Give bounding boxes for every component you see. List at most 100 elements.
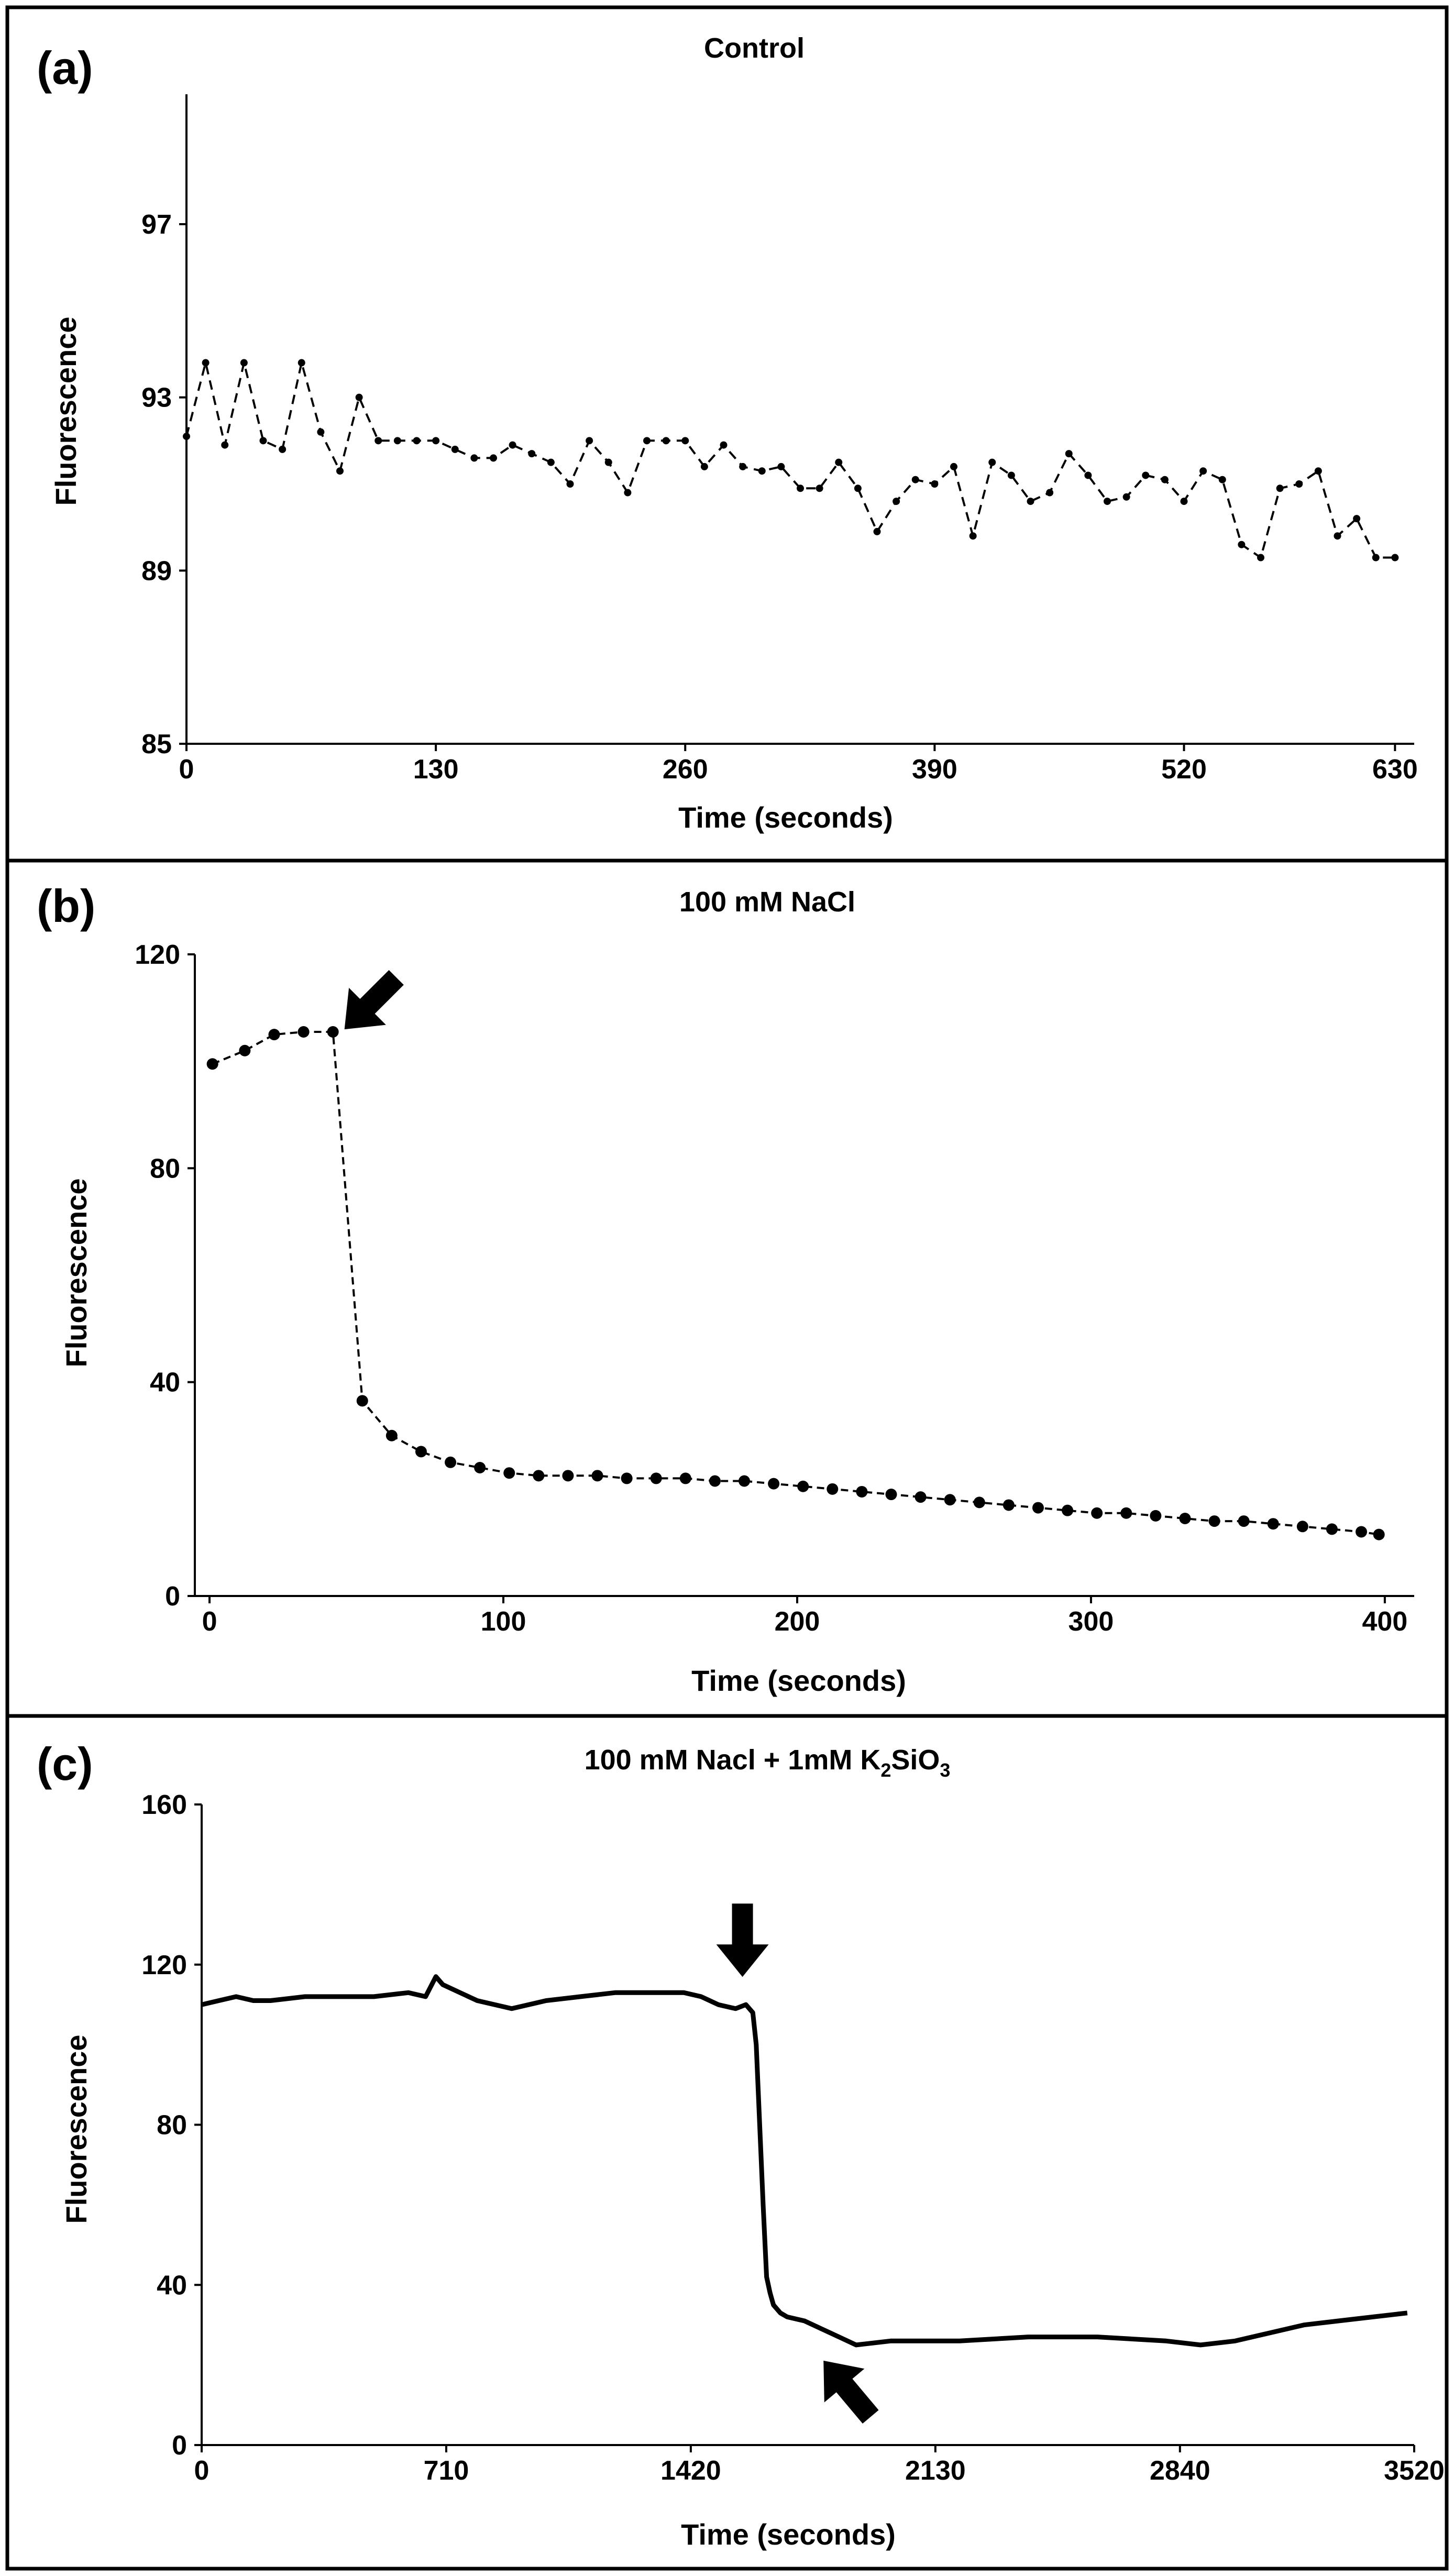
x-tick-label: 200: [775, 1606, 820, 1637]
data-point: [915, 1491, 927, 1503]
arrow-shape: [823, 2360, 879, 2424]
data-point: [547, 458, 555, 466]
panel-a-xlabel: Time (seconds): [678, 801, 893, 834]
data-point: [336, 467, 344, 475]
data-point: [973, 1496, 985, 1509]
data-point: [1120, 1507, 1132, 1519]
panel-c-title-sub2: 3: [940, 1759, 950, 1781]
data-point: [1267, 1518, 1279, 1530]
data-point: [1296, 1521, 1308, 1533]
data-point: [854, 485, 862, 492]
x-tick-label: 0: [194, 2456, 210, 2486]
data-point: [1142, 471, 1150, 479]
data-point: [739, 1475, 751, 1487]
data-point: [827, 1483, 839, 1495]
data-point: [355, 393, 363, 401]
data-point: [1276, 485, 1284, 492]
data-point: [758, 467, 766, 475]
arrow-annotation: [823, 2360, 879, 2424]
panel-a-series: [183, 359, 1399, 562]
data-point: [679, 1472, 691, 1484]
data-point: [777, 463, 785, 470]
arrow-annotation: [716, 1903, 769, 1977]
data-point: [451, 445, 459, 453]
data-point: [1334, 532, 1341, 540]
panel-c-title-main: 100 mM Nacl + 1mM K: [585, 1744, 881, 1776]
data-point: [445, 1456, 457, 1468]
x-tick-label: 2840: [1150, 2456, 1210, 2486]
data-point: [279, 445, 287, 453]
data-point: [239, 1044, 251, 1056]
y-tick-label: 93: [141, 383, 172, 413]
y-tick-label: 40: [150, 1368, 180, 1398]
x-tick-label: 400: [1362, 1606, 1408, 1637]
data-point: [374, 437, 382, 445]
series-line: [212, 1031, 1379, 1536]
data-point: [1372, 554, 1380, 562]
y-tick-label: 80: [150, 1153, 180, 1184]
arrow-annotation: [344, 970, 404, 1030]
y-tick-label: 85: [141, 729, 172, 759]
panel-a-title: Control: [704, 32, 805, 64]
panel-a: (a) Control 0 130 260 390 520 630 85 89 93 97 Tim…: [5, 5, 1449, 863]
panel-b-series: [206, 1026, 1385, 1540]
data-point: [893, 498, 900, 505]
x-tick-label: 260: [663, 754, 708, 785]
data-point: [528, 450, 536, 458]
data-point: [944, 1494, 956, 1506]
arrow-shape: [344, 970, 404, 1030]
data-point: [969, 532, 977, 540]
panel-b-xlabel: Time (seconds): [691, 1664, 906, 1697]
data-point: [1161, 476, 1169, 483]
data-point: [1218, 476, 1226, 483]
data-point: [591, 1470, 603, 1482]
y-tick-label: 97: [141, 210, 172, 240]
data-point: [268, 1029, 280, 1041]
data-point: [681, 437, 689, 445]
panel-c-ticks: 0 710 1420 2130 2840 3520 0 40 80 120 160: [141, 1790, 1445, 2486]
data-point: [298, 1026, 310, 1038]
x-tick-label: 100: [481, 1606, 526, 1637]
data-point: [797, 1480, 809, 1492]
data-point: [624, 489, 632, 497]
series-line: [185, 361, 1395, 559]
panel-b-label: (b): [37, 880, 95, 932]
panel-b-ylabel: Fluorescence: [60, 1178, 93, 1367]
data-point: [1238, 541, 1246, 548]
data-point: [1032, 1502, 1044, 1514]
data-point: [1003, 1499, 1015, 1511]
data-point: [413, 437, 421, 445]
data-point: [298, 359, 305, 367]
panel-c-series: [201, 1974, 1408, 2348]
data-point: [1062, 1504, 1074, 1516]
data-point: [1238, 1515, 1250, 1527]
panel-b-arrows: [344, 970, 404, 1030]
data-point: [415, 1446, 427, 1458]
x-tick-label: 630: [1372, 754, 1418, 785]
data-point: [470, 454, 478, 462]
data-point: [474, 1462, 486, 1473]
y-tick-label: 160: [141, 1790, 187, 1820]
panel-c: (c) 100 mM Nacl + 1mM K2SiO3 0 710 1420 213…: [5, 1714, 1449, 2571]
data-point: [643, 437, 651, 445]
data-point: [183, 433, 190, 441]
panel-c-label: (c): [37, 1738, 93, 1790]
data-point: [533, 1470, 545, 1482]
data-point: [1027, 498, 1034, 505]
data-point: [873, 527, 881, 535]
panel-c-arrows: [716, 1903, 879, 2424]
data-point: [797, 485, 804, 492]
data-point: [385, 1429, 398, 1441]
y-tick-label: 89: [141, 556, 172, 586]
data-point: [816, 485, 823, 492]
x-tick-label: 0: [179, 754, 194, 785]
x-tick-label: 710: [424, 2456, 469, 2486]
data-point: [1295, 480, 1303, 488]
y-tick-label: 120: [141, 1950, 187, 1980]
panel-b: (b) 100 mM NaCl 0 100 200 300 400 0 40 80 120 Ti…: [5, 858, 1449, 1718]
panel-c-xlabel: Time (seconds): [681, 2518, 896, 2551]
data-point: [709, 1475, 721, 1487]
x-tick-label: 390: [912, 754, 957, 785]
data-point: [566, 480, 574, 488]
data-point: [240, 359, 248, 367]
